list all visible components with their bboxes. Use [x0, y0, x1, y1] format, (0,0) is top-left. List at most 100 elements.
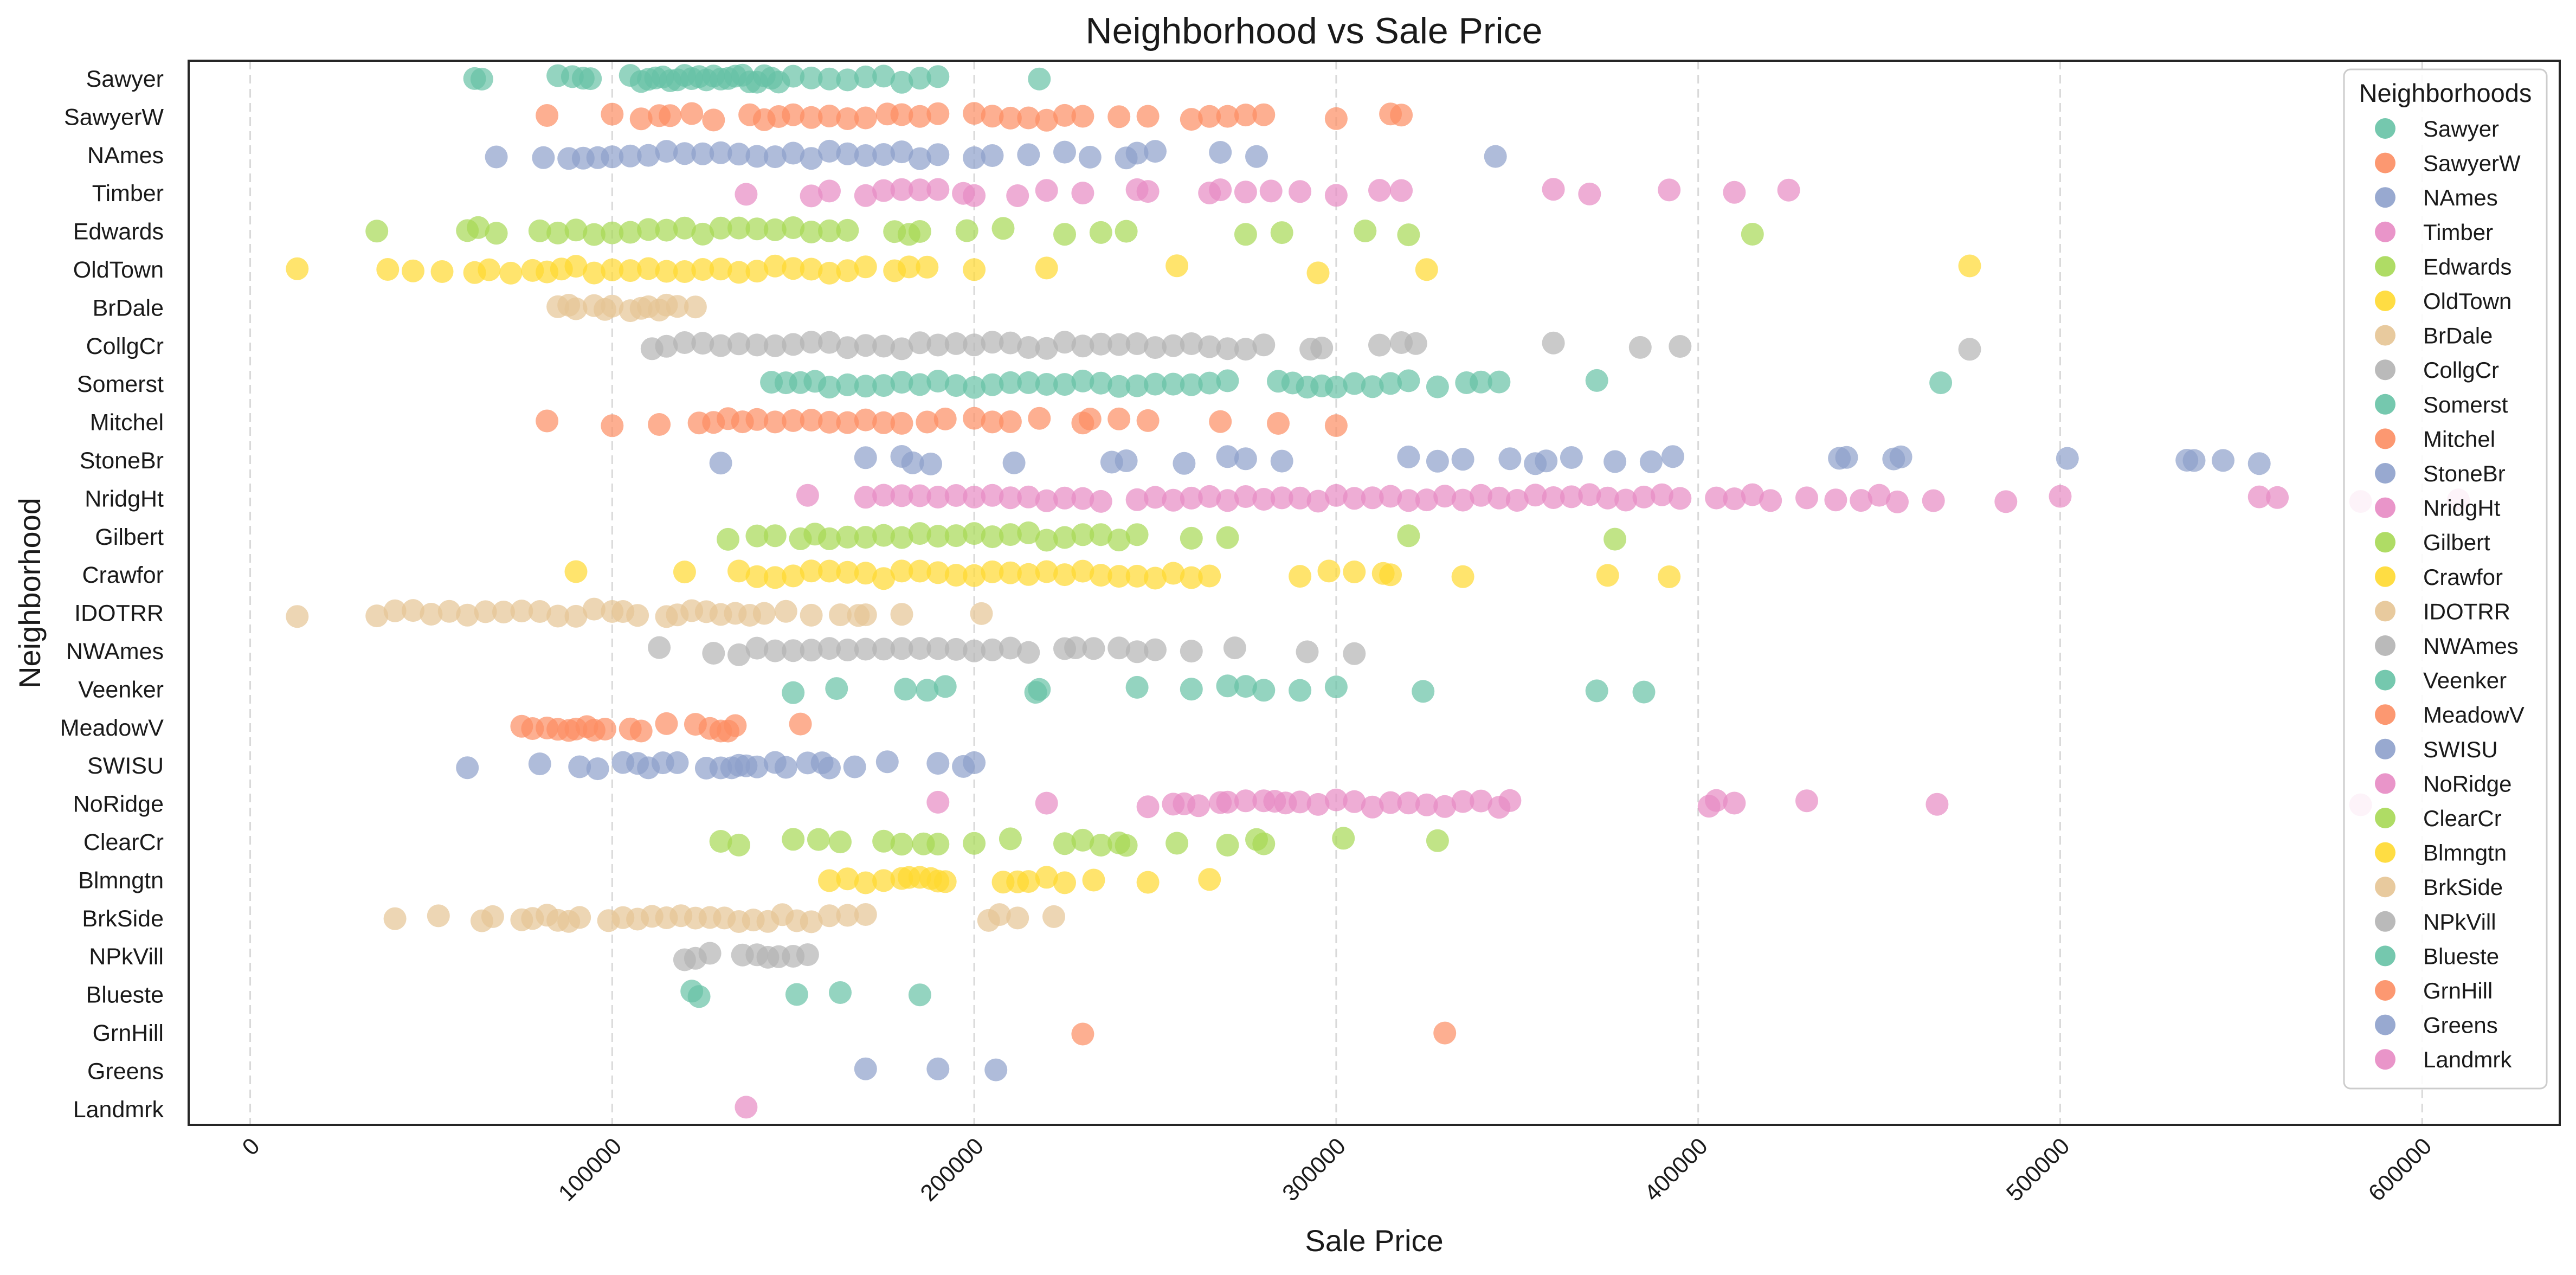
- data-point: [999, 827, 1022, 851]
- data-point: [1850, 489, 1873, 512]
- data-point: [546, 221, 570, 244]
- legend: Neighborhoods Sawyer SawyerW NAmes Timber Ed…: [2343, 68, 2548, 1090]
- data-point: [673, 561, 696, 584]
- data-point: [1415, 793, 1438, 816]
- data-point: [818, 139, 841, 163]
- y-axis-label: Neighborhood: [12, 498, 47, 688]
- data-point: [601, 145, 624, 169]
- data-point: [908, 983, 931, 1007]
- data-point: [2212, 449, 2234, 472]
- data-point: [872, 524, 896, 547]
- data-point: [680, 102, 704, 125]
- legend-item: Landmrk: [2375, 1047, 2512, 1072]
- data-point: [1071, 334, 1094, 358]
- data-point: [836, 904, 859, 927]
- data-point: [1064, 636, 1087, 659]
- data-point: [1234, 485, 1257, 508]
- data-point: [1650, 483, 1673, 506]
- data-point: [1089, 332, 1112, 356]
- data-point: [1470, 370, 1492, 394]
- legend-marker: [2375, 669, 2395, 691]
- data-point: [1115, 449, 1138, 472]
- data-point: [1578, 182, 1601, 205]
- data-point: [1741, 483, 1764, 506]
- series-CollgCr: [640, 331, 1981, 361]
- data-point: [818, 869, 841, 892]
- data-point: [963, 751, 986, 774]
- legend-item: Crawfor: [2375, 564, 2503, 590]
- data-point: [854, 871, 877, 894]
- data-point: [666, 295, 689, 318]
- y-tick-label: Sawyer: [86, 66, 164, 92]
- data-point: [1289, 565, 1312, 588]
- data-point: [1053, 871, 1076, 894]
- data-point: [492, 601, 515, 623]
- data-point: [800, 66, 823, 89]
- data-point: [1125, 675, 1149, 699]
- data-point: [745, 333, 769, 357]
- data-point: [991, 217, 1015, 240]
- legend-marker: [2375, 359, 2395, 381]
- legend-item: Somerst: [2375, 392, 2508, 417]
- data-point: [1324, 107, 1348, 130]
- data-point: [872, 179, 896, 202]
- data-point: [702, 108, 725, 132]
- data-point: [546, 604, 570, 628]
- data-point: [890, 178, 913, 201]
- data-point: [836, 218, 859, 242]
- legend-items: Sawyer SawyerW NAmes Timber Edwards OldTown Br…: [2375, 116, 2525, 1072]
- data-point: [456, 756, 479, 780]
- data-point: [800, 106, 823, 129]
- data-point: [365, 220, 389, 243]
- data-point: [1542, 331, 1565, 355]
- data-point: [1324, 484, 1348, 507]
- data-point: [1578, 483, 1601, 506]
- series-NAmes: [485, 139, 1507, 170]
- data-point: [1053, 331, 1076, 354]
- data-points: [286, 63, 2470, 1119]
- data-point: [1053, 486, 1076, 510]
- y-tick-label: StoneBr: [80, 448, 164, 474]
- data-point: [402, 259, 424, 282]
- data-point: [872, 484, 896, 507]
- legend-label: Somerst: [2423, 392, 2508, 417]
- data-point: [1125, 488, 1149, 511]
- data-point: [818, 559, 841, 583]
- data-point: [1632, 485, 1656, 508]
- legend-label: Mitchel: [2423, 426, 2495, 452]
- data-point: [2247, 452, 2271, 475]
- data-point: [872, 374, 896, 397]
- data-point: [908, 559, 931, 583]
- data-point: [1310, 337, 1334, 359]
- data-point: [1390, 104, 1413, 127]
- data-point: [1071, 369, 1094, 392]
- data-point: [908, 484, 931, 507]
- y-tick-label: Mitchel: [90, 410, 164, 436]
- data-point: [1125, 374, 1149, 397]
- data-point: [594, 718, 616, 740]
- data-point: [1089, 371, 1112, 395]
- data-point: [890, 140, 913, 164]
- data-point: [1332, 827, 1355, 850]
- data-point: [1035, 337, 1058, 360]
- data-point: [926, 333, 950, 357]
- data-point: [963, 639, 986, 662]
- data-point: [727, 559, 750, 583]
- data-point: [854, 446, 877, 469]
- data-point: [854, 1057, 877, 1080]
- data-point: [1017, 371, 1040, 394]
- y-tick-label: GrnHill: [93, 1020, 164, 1046]
- data-point: [1107, 407, 1131, 430]
- x-axis-label: Sale Price: [1305, 1224, 1443, 1258]
- data-point: [1144, 486, 1167, 509]
- data-point: [601, 102, 624, 126]
- data-point: [564, 255, 588, 278]
- legend-marker: [2375, 187, 2395, 208]
- data-point: [1669, 335, 1692, 358]
- data-point: [619, 221, 642, 244]
- series-OldTown: [286, 254, 1981, 285]
- data-point: [872, 411, 896, 434]
- data-point: [420, 603, 443, 626]
- data-point: [854, 486, 877, 509]
- data-point: [800, 559, 823, 583]
